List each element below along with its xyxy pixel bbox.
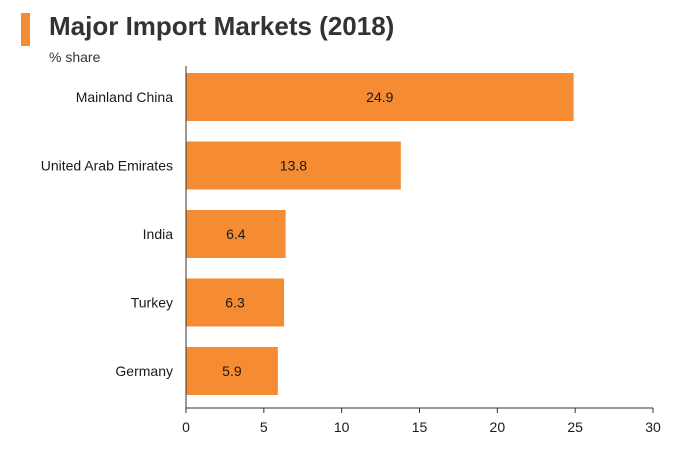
category-label: United Arab Emirates — [41, 158, 173, 174]
category-label: India — [143, 226, 174, 242]
x-tick-label: 0 — [182, 419, 190, 435]
x-tick-label: 5 — [260, 419, 268, 435]
data-label: 6.3 — [225, 295, 245, 311]
x-tick-label: 15 — [412, 419, 428, 435]
title-accent-bar — [21, 13, 30, 46]
data-label: 5.9 — [222, 363, 242, 379]
x-tick-label: 10 — [334, 419, 350, 435]
x-tick-label: 30 — [645, 419, 661, 435]
bar — [186, 347, 278, 395]
x-tick-label: 20 — [490, 419, 506, 435]
x-tick-label: 25 — [567, 419, 583, 435]
bar — [186, 73, 574, 121]
data-label: 13.8 — [280, 158, 307, 174]
bar — [186, 210, 286, 258]
chart-subtitle: % share — [49, 49, 101, 65]
data-label: 24.9 — [366, 89, 393, 105]
bar — [186, 141, 401, 190]
chart-title: Major Import Markets (2018) — [49, 11, 395, 41]
data-label: 6.4 — [226, 226, 246, 242]
category-label: Turkey — [131, 295, 173, 311]
category-label: Germany — [115, 363, 173, 379]
bar — [186, 278, 285, 327]
category-label: Mainland China — [76, 89, 173, 105]
